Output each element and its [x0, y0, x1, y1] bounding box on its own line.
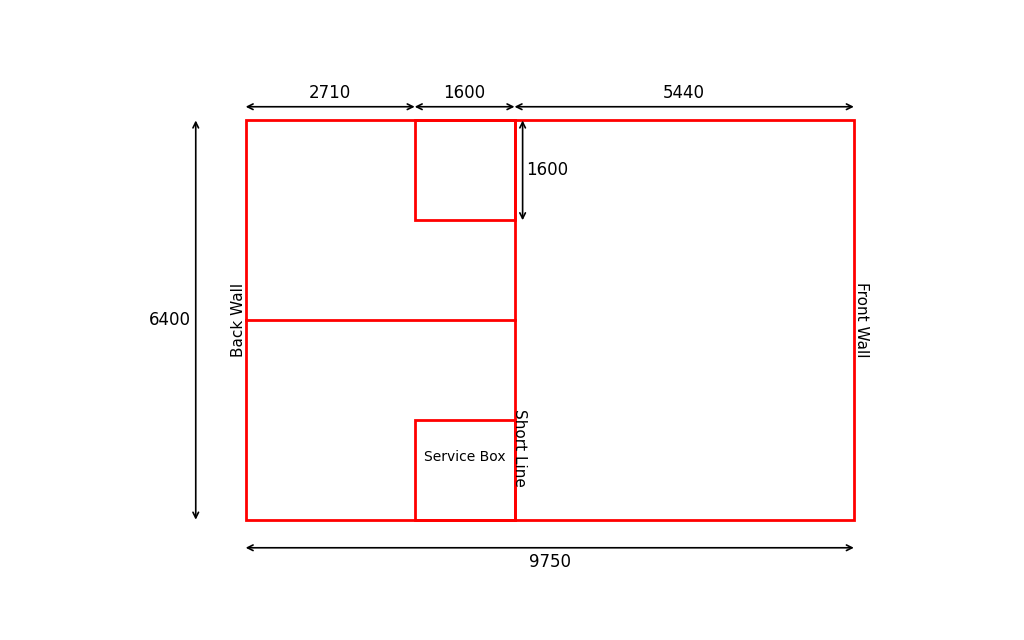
Bar	[415, 120, 514, 220]
Text: 9750: 9750	[528, 553, 570, 571]
Text: 1600: 1600	[525, 161, 568, 179]
Text: Back Wall: Back Wall	[230, 283, 246, 357]
Bar	[415, 420, 514, 520]
Text: 1600: 1600	[443, 84, 485, 102]
Text: 6400: 6400	[148, 311, 190, 329]
Text: 5440: 5440	[664, 84, 706, 102]
Text: Service Box: Service Box	[424, 451, 506, 464]
Text: 2710: 2710	[309, 84, 351, 102]
Bar	[246, 120, 854, 520]
Text: Short Line: Short Line	[512, 409, 527, 487]
Text: Front Wall: Front Wall	[854, 282, 868, 358]
